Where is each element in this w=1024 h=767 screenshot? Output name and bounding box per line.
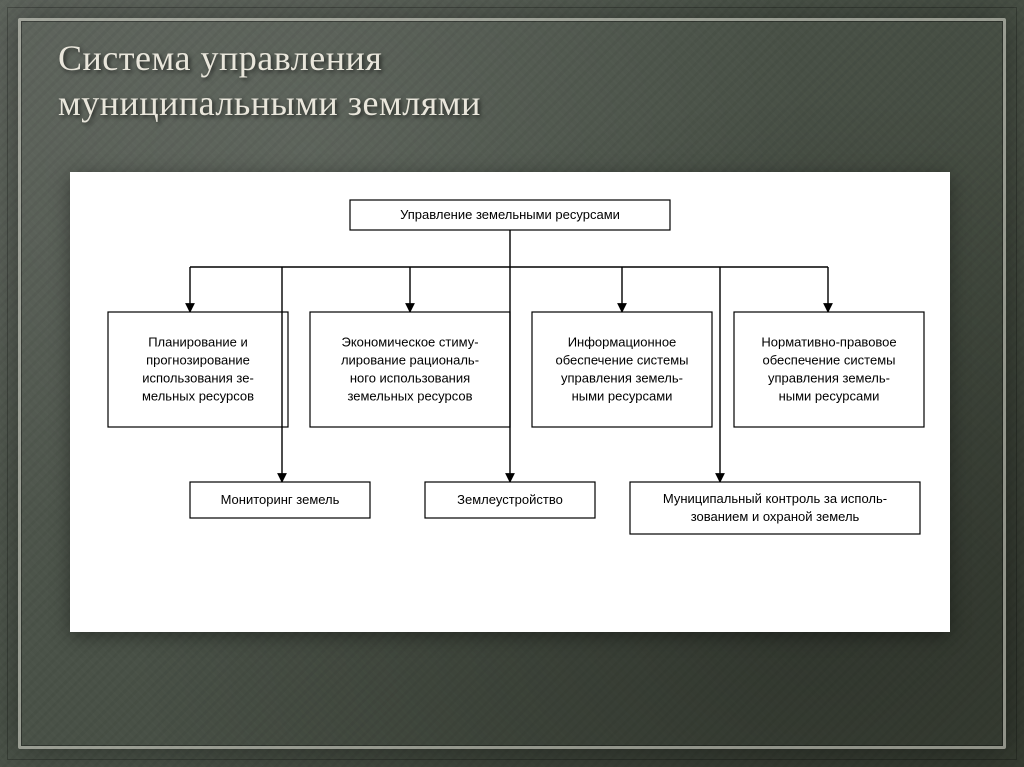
slide-title: Система управления муниципальными землям…	[58, 36, 481, 126]
svg-text:обеспечение системы: обеспечение системы	[763, 353, 896, 368]
svg-text:лирование рациональ-: лирование рациональ-	[341, 353, 479, 368]
svg-text:Экономическое стиму-: Экономическое стиму-	[341, 335, 478, 350]
svg-text:Мониторинг земель: Мониторинг земель	[221, 492, 340, 507]
svg-text:управления земель-: управления земель-	[561, 371, 683, 386]
svg-text:зованием и охраной земель: зованием и охраной земель	[691, 509, 860, 524]
svg-text:управления земель-: управления земель-	[768, 371, 890, 386]
diagram-container: Управление земельными ресурсами Планирова…	[70, 172, 950, 632]
svg-text:Нормативно-правовое: Нормативно-правовое	[761, 335, 896, 350]
svg-text:Планирование и: Планирование и	[148, 335, 248, 350]
svg-text:использования зе-: использования зе-	[142, 371, 254, 386]
title-line-1: Система управления	[58, 38, 382, 78]
svg-text:земельных ресурсов: земельных ресурсов	[347, 389, 472, 404]
svg-text:обеспечение системы: обеспечение системы	[556, 353, 689, 368]
svg-text:мельных ресурсов: мельных ресурсов	[142, 389, 254, 404]
svg-text:прогнозирование: прогнозирование	[146, 353, 250, 368]
title-line-2: муниципальными землями	[58, 83, 481, 123]
svg-text:Землеустройство: Землеустройство	[457, 492, 563, 507]
svg-text:ными ресурсами: ными ресурсами	[572, 389, 673, 404]
svg-text:Муниципальный контроль за испо: Муниципальный контроль за исполь-	[663, 491, 887, 506]
svg-text:Информационное: Информационное	[568, 335, 677, 350]
svg-text:ного использования: ного использования	[350, 371, 470, 386]
svg-text:ными ресурсами: ными ресурсами	[779, 389, 880, 404]
org-chart-svg: Управление земельными ресурсами Планирова…	[70, 172, 950, 632]
svg-text:Управление земельными ресурсам: Управление земельными ресурсами	[400, 207, 620, 222]
